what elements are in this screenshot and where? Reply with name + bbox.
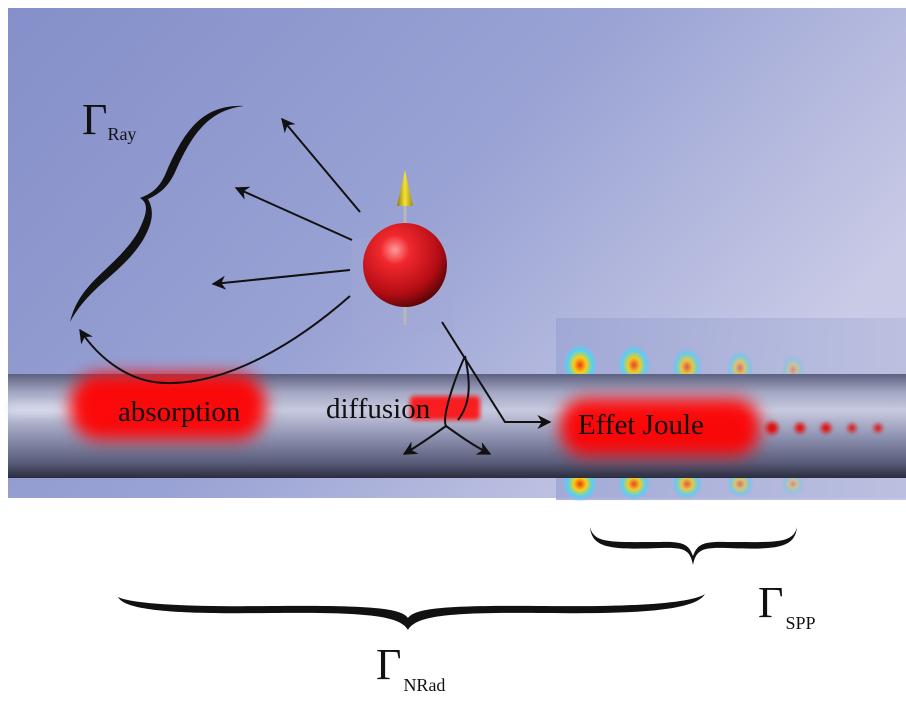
gamma-spp-brace xyxy=(590,527,797,565)
non-radiative-arrows xyxy=(402,321,552,455)
effet-joule-label: Effet Joule xyxy=(578,409,704,441)
effet-joule-hotspot xyxy=(560,398,882,456)
dipole-sphere-icon xyxy=(352,170,454,334)
gamma-spp-label: Γ SPP xyxy=(758,578,815,633)
absorption-hotspot xyxy=(70,374,266,440)
diffusion-label: diffusion xyxy=(326,393,431,425)
gamma-ray-label: ΓRay xyxy=(82,95,136,144)
gamma-ray-brace xyxy=(70,105,244,322)
radiative-emission-arrows xyxy=(79,117,361,385)
absorption-label: absorption xyxy=(118,396,241,428)
gamma-nrad-brace xyxy=(118,594,705,630)
gamma-nrad-label: Γ NRad xyxy=(376,640,445,695)
